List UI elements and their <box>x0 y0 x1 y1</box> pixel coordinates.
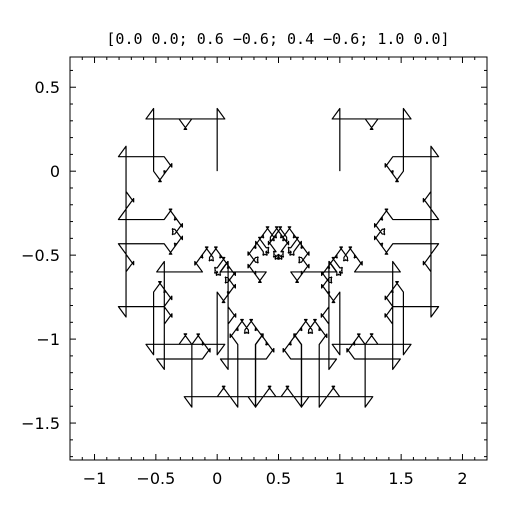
x-tick-label: 2 <box>457 469 467 488</box>
x-tick-label: 0.5 <box>266 469 291 488</box>
x-tick-label: 0 <box>212 469 222 488</box>
fractal-curve <box>118 109 438 408</box>
y-tick-label: −0.5 <box>21 246 60 265</box>
y-tick-label: −1 <box>36 330 60 349</box>
x-tick-label: −1 <box>83 469 107 488</box>
y-tick-label: 0 <box>50 162 60 181</box>
y-tick-label: −1.5 <box>21 414 60 433</box>
x-tick-label: −0.5 <box>136 469 175 488</box>
y-tick-label: 0.5 <box>35 78 60 97</box>
chart-title: [0.0 0.0; 0.6 −0.6; 0.4 −0.6; 1.0 0.0] <box>106 30 449 48</box>
x-tick-label: 1.5 <box>388 469 413 488</box>
fractal-path <box>118 109 438 408</box>
x-tick-label: 1 <box>335 469 345 488</box>
